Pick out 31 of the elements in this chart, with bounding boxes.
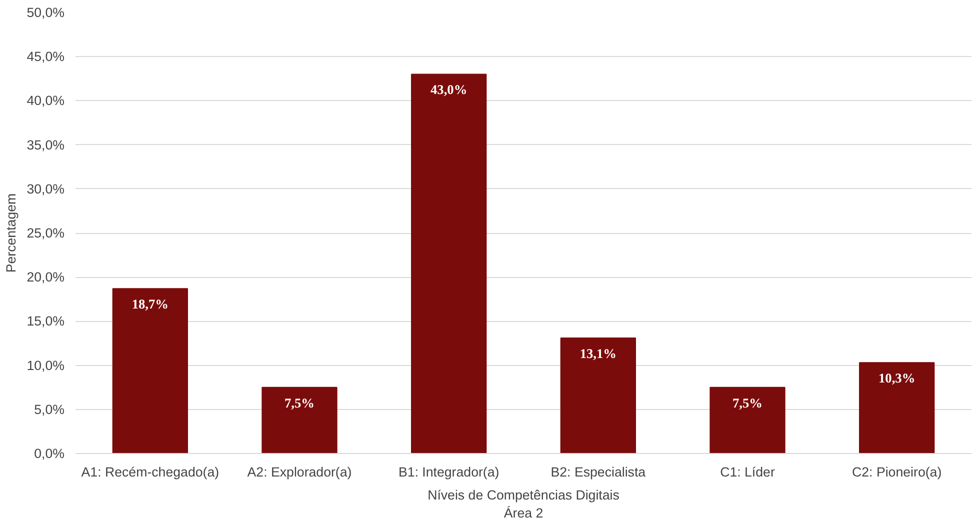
y-tick-label: 5,0%: [34, 402, 65, 417]
y-tick-label: 40,0%: [26, 93, 65, 108]
data-label: 7,5%: [284, 395, 315, 410]
data-label: 7,5%: [732, 395, 763, 410]
data-label: 18,7%: [132, 296, 168, 312]
y-tick-label: 10,0%: [26, 358, 65, 373]
bar: [112, 288, 188, 454]
y-tick-label: 25,0%: [26, 226, 65, 240]
data-label: 13,1%: [580, 346, 616, 361]
y-tick-label: 15,0%: [26, 314, 65, 329]
y-tick-label: 45,0%: [26, 49, 65, 64]
y-tick-label: 20,0%: [26, 270, 65, 285]
bar: [560, 337, 636, 454]
y-tick-label: 35,0%: [26, 137, 65, 152]
bar: [411, 74, 487, 454]
x-tick-label: C2: Pioneiro(a): [852, 464, 942, 480]
bar: [859, 362, 935, 454]
data-label: 43,0%: [430, 82, 468, 98]
y-axis-title: Percentagem: [4, 193, 19, 273]
x-axis-title: Níveis de Competências Digitais Área 2: [428, 488, 620, 520]
x-tick-label: A1: Recém-chegado(a): [81, 464, 220, 480]
bar: [710, 386, 786, 454]
x-tick-label: B1: Integrador(a): [398, 464, 500, 480]
x-tick-label: A2: Explorador(a): [247, 464, 352, 480]
y-tick-label: 50,0%: [26, 5, 65, 20]
y-tick-label: 30,0%: [26, 181, 65, 196]
x-tick-label: C1: Líder: [720, 464, 776, 480]
x-tick-label: B2: Especialista: [550, 464, 646, 480]
bar: [262, 386, 338, 454]
data-label: 10,3%: [878, 370, 916, 386]
y-tick-label: 0,0%: [34, 446, 65, 461]
